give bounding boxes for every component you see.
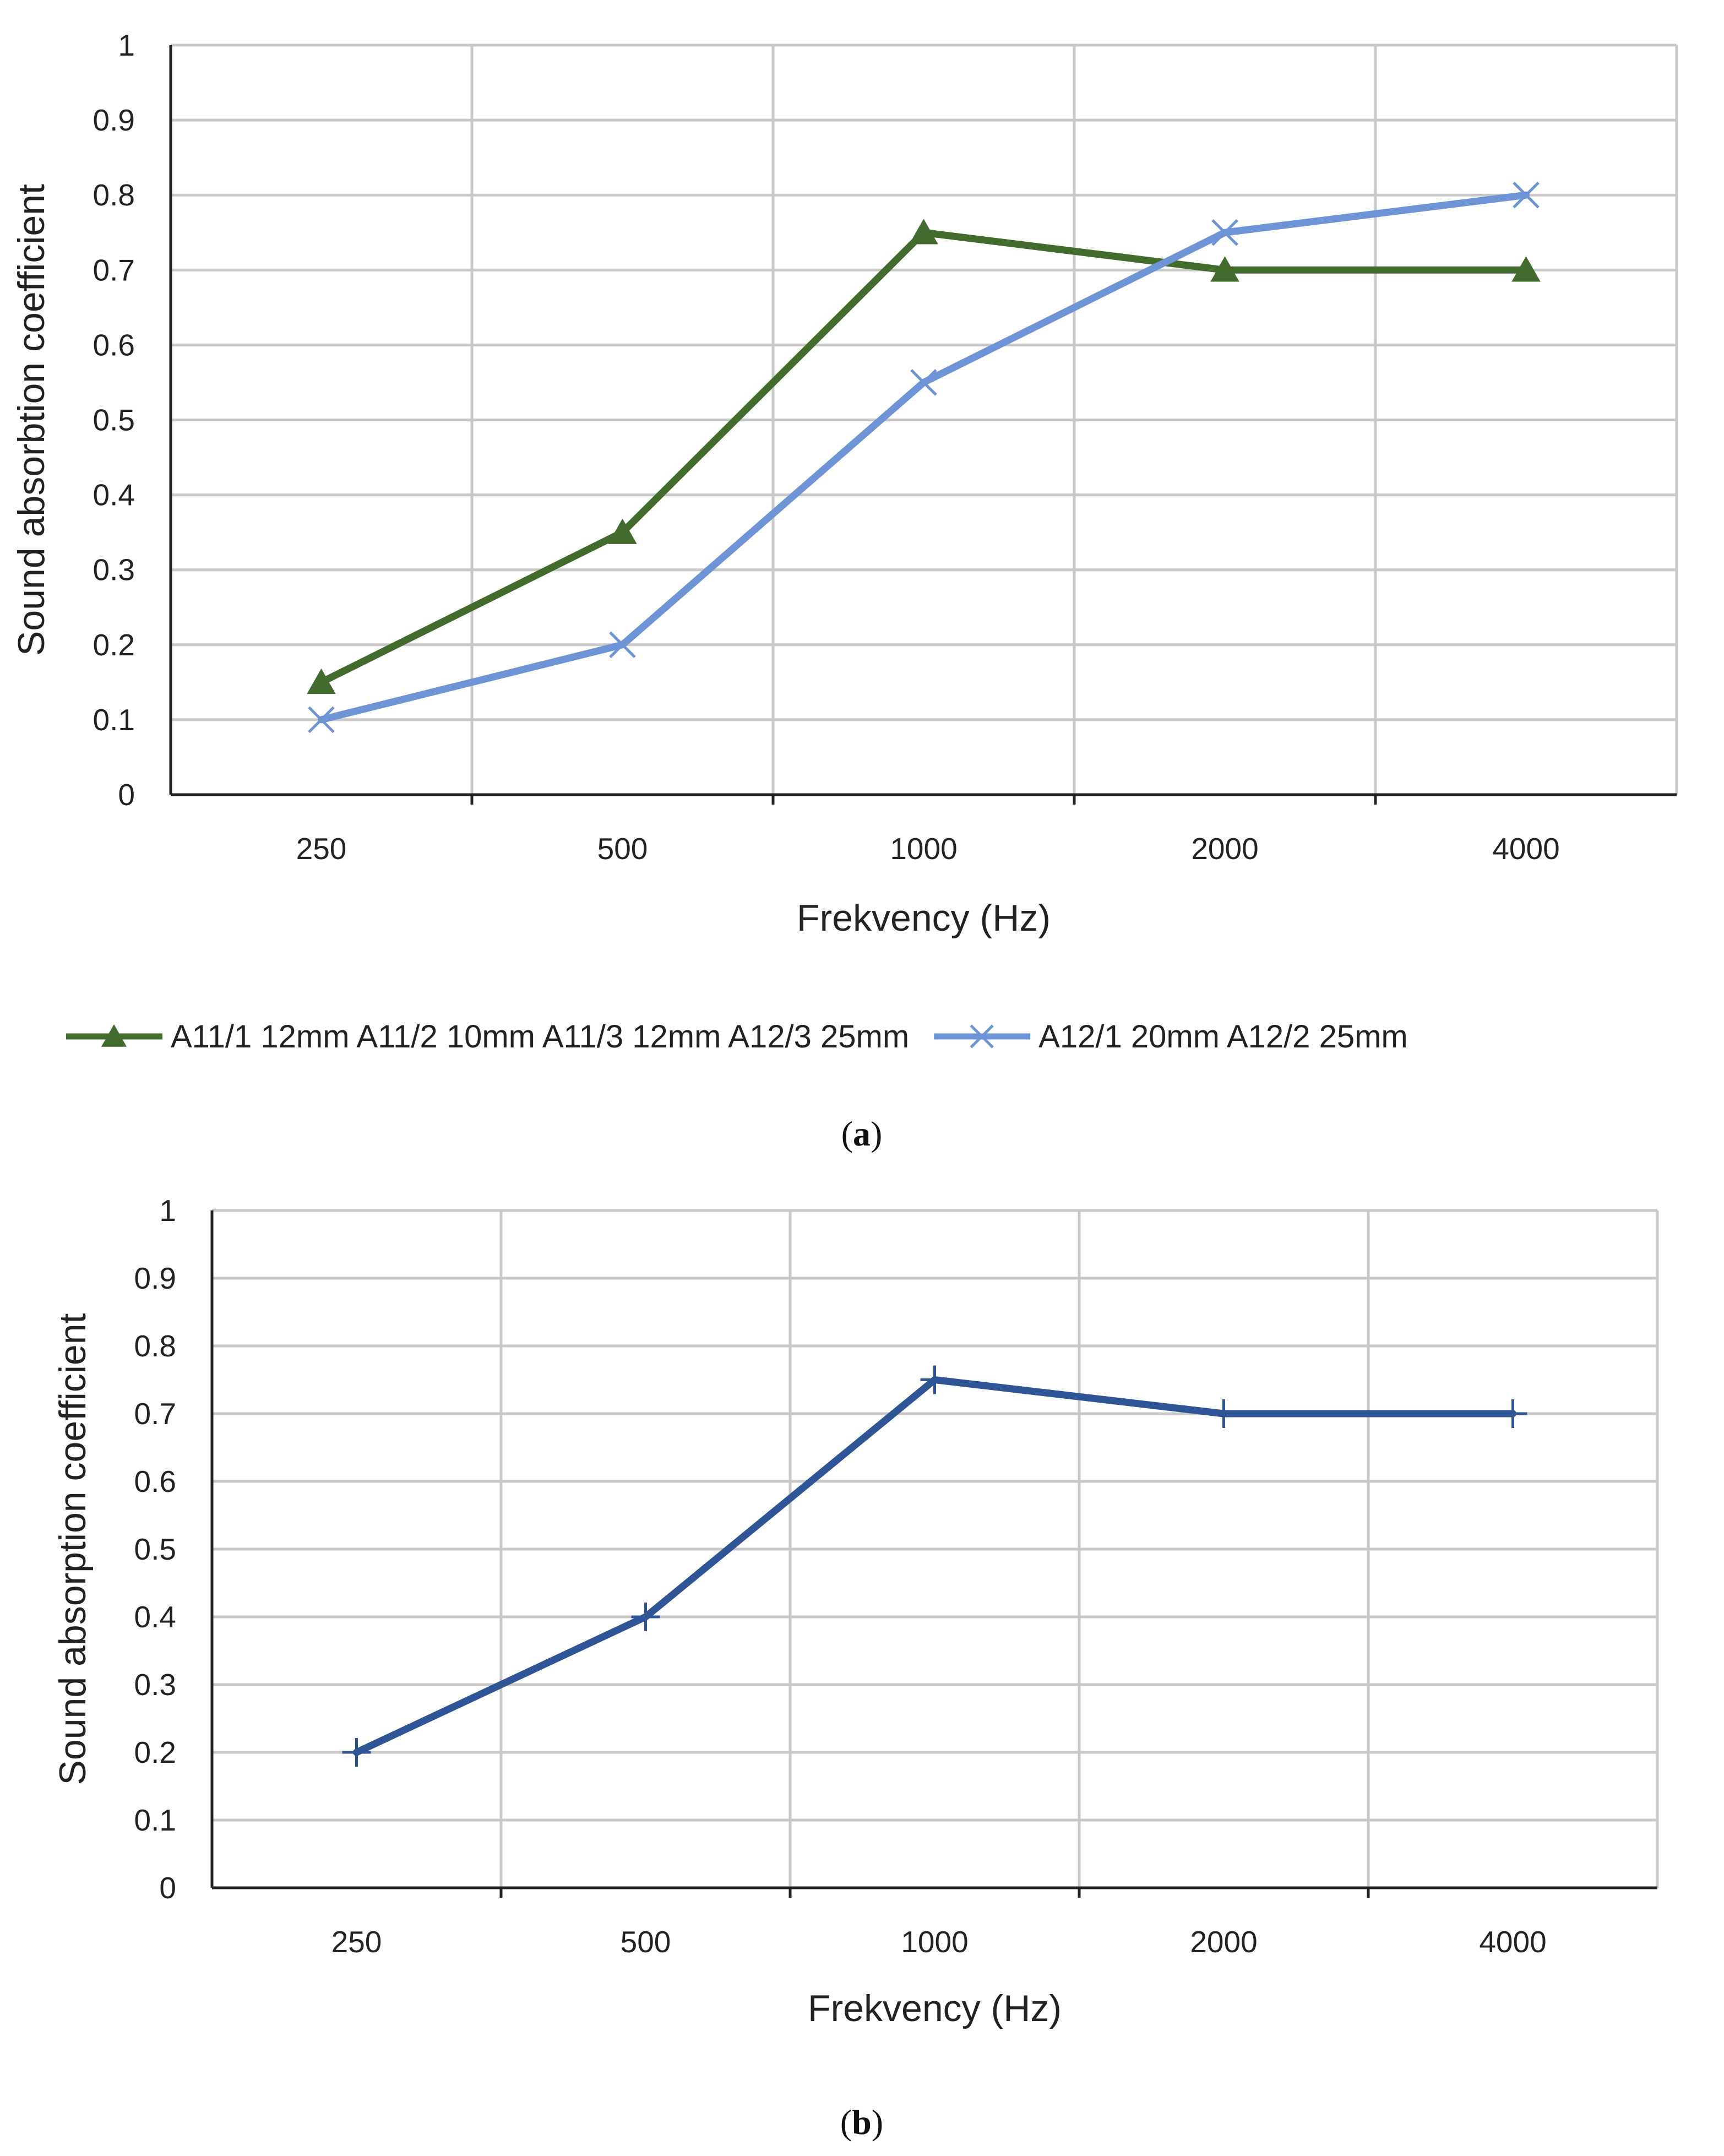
x-tick-label: 500 — [597, 832, 648, 866]
legend-label-1: A11/1 12mm A11/2 10mm A11/3 12mm A12/3 2… — [171, 1019, 909, 1055]
figure-caption: (b) — [840, 2103, 883, 2142]
legend-marker-2 — [970, 1024, 994, 1049]
x-tick-label: 500 — [621, 1925, 671, 1959]
series-1-point — [307, 668, 336, 694]
y-tick-label: 0.1 — [93, 703, 135, 737]
series-1-point — [1498, 1399, 1527, 1428]
x-tick-label: 250 — [331, 1925, 382, 1959]
legend-marker-1 — [101, 1024, 127, 1047]
x-tick-label: 4000 — [1479, 1925, 1546, 1959]
caption-label: a — [853, 1114, 871, 1153]
chart-a: 0 0.1 0.2 0.3 0.4 0.5 0.6 0.7 0.8 0.9 1 250 500 1000 2… — [10, 28, 1678, 1153]
y-tick-label: 0.6 — [134, 1464, 176, 1498]
y-tick-label: 1 — [118, 28, 135, 62]
y-tick-label: 0.4 — [93, 478, 135, 512]
y-tick-label: 0.2 — [93, 628, 135, 662]
series-1-point — [631, 1603, 660, 1631]
y-tick-label: 0.5 — [93, 403, 135, 437]
series-2-point — [1211, 219, 1238, 246]
y-tick-label: 0 — [118, 778, 135, 812]
y-tick-label: 0.4 — [134, 1600, 176, 1634]
y-tick-label: 0.9 — [134, 1261, 176, 1295]
legend-item-1: A11/1 12mm A11/2 10mm A11/3 12mm A12/3 2… — [66, 1019, 909, 1055]
legend-label-2: A12/1 20mm A12/2 25mm — [1038, 1019, 1408, 1055]
series-1-point — [1209, 1399, 1238, 1428]
y-tick-label: 0.1 — [134, 1803, 176, 1837]
y-tick-label: 0.3 — [134, 1668, 176, 1702]
series-2-point — [910, 369, 937, 396]
y-tick-label: 0.6 — [93, 328, 135, 362]
series-1-point — [909, 219, 938, 245]
y-tick-label: 0.7 — [134, 1397, 176, 1431]
y-tick-label: 0.8 — [134, 1329, 176, 1363]
y-tick-label: 0.9 — [93, 103, 135, 137]
x-tick-label: 1000 — [890, 832, 957, 866]
series-2-point — [1513, 181, 1540, 209]
y-tick-label: 0.8 — [93, 178, 135, 212]
y-tick-label: 0 — [159, 1871, 176, 1905]
series-2-point — [308, 706, 335, 734]
x-tick-label: 1000 — [901, 1925, 968, 1959]
x-axis-title: Frekvency (Hz) — [797, 897, 1051, 939]
legend-item-2: A12/1 20mm A12/2 25mm — [934, 1019, 1408, 1055]
y-tick-label: 0.2 — [134, 1735, 176, 1769]
y-axis-title: Sound absorbtion coefficient — [10, 184, 52, 656]
chart-b: 0 0.1 0.2 0.3 0.4 0.5 0.6 0.7 0.8 0.9 1 250 500 1000 2… — [52, 1193, 1659, 2142]
x-axis-title: Frekvency (Hz) — [808, 1987, 1062, 2029]
figure-caption: (a) — [841, 1114, 883, 1153]
x-tick-label: 2000 — [1190, 1925, 1257, 1959]
series-2-line — [318, 191, 1530, 724]
y-axis-title: Sound absorption coefficient — [52, 1313, 94, 1785]
series-1-point — [920, 1365, 949, 1394]
y-tick-label: 0.7 — [93, 253, 135, 287]
series-1-point — [1210, 256, 1239, 282]
legend: A11/1 12mm A11/2 10mm A11/3 12mm A12/3 2… — [66, 1019, 1408, 1055]
y-tick-label: 0.5 — [134, 1532, 176, 1566]
x-tick-label: 250 — [296, 832, 347, 866]
x-tick-label: 4000 — [1492, 832, 1559, 866]
series-1-line — [353, 1376, 1516, 1756]
series-1-point — [608, 518, 637, 544]
y-tick-label: 0.3 — [93, 553, 135, 587]
y-tick-label: 1 — [159, 1193, 176, 1228]
series-2-point — [609, 631, 636, 659]
series-1-line — [318, 229, 1530, 686]
x-tick-label: 2000 — [1191, 832, 1258, 866]
series-1-point — [1511, 256, 1541, 282]
caption-label: b — [852, 2103, 872, 2142]
series-1-point — [342, 1738, 371, 1767]
